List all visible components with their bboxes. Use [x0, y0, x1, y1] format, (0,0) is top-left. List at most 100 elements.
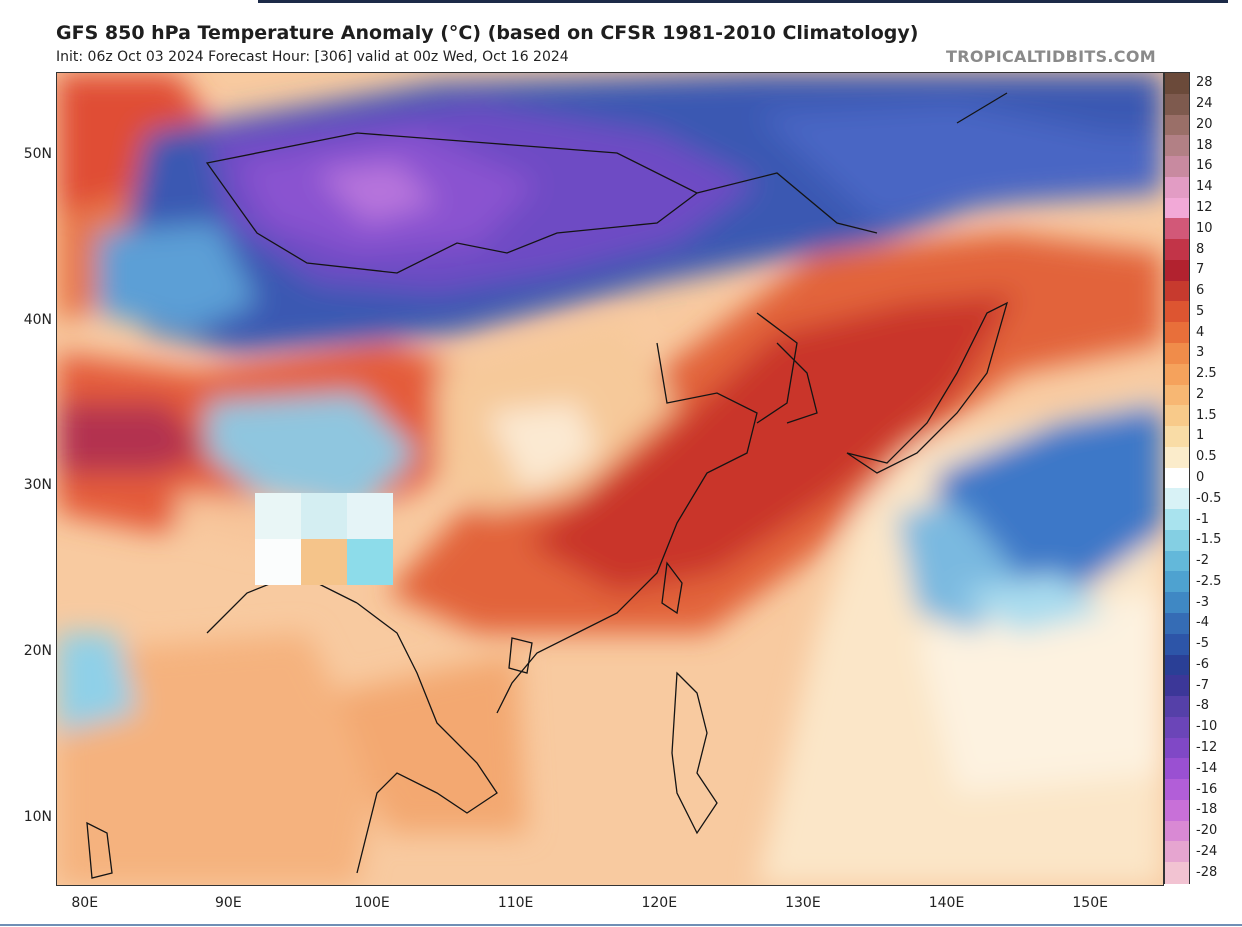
lat-label: 40N [23, 311, 52, 328]
colorbar-label: 4 [1196, 324, 1205, 340]
colorbar-segment [1165, 633, 1189, 656]
lon-label: 130E [785, 895, 821, 911]
lat-label: 50N [23, 145, 52, 162]
top-bar [258, 0, 1228, 3]
lon-label: 100E [354, 895, 390, 911]
colorbar-label: 0.5 [1196, 449, 1217, 465]
colorbar-label: 20 [1196, 116, 1213, 132]
colorbar-segment [1165, 280, 1189, 303]
colorbar-segment [1165, 737, 1189, 759]
colorbar-segment [1165, 613, 1189, 635]
colorbar-label: -4 [1196, 615, 1209, 631]
colorbar-segment [1165, 675, 1189, 697]
colorbar-label: 14 [1196, 179, 1213, 195]
lat-label: 30N [23, 477, 52, 494]
lon-label: 80E [71, 895, 99, 911]
colorbar-segment [1165, 758, 1189, 780]
colorbar-label: -5 [1196, 636, 1209, 652]
colorbar-label: -2.5 [1196, 573, 1222, 589]
brand-watermark: TROPICALTIDBITS.COM [946, 47, 1156, 66]
pixelated-overlay [255, 493, 393, 585]
colorbar-segment [1165, 799, 1189, 822]
colorbar-segment [1165, 93, 1189, 116]
colorbar [1164, 72, 1190, 884]
colorbar-label: -14 [1196, 760, 1218, 776]
colorbar-segment [1165, 73, 1189, 95]
colorbar-segment [1165, 176, 1189, 199]
colorbar-label: 2.5 [1196, 366, 1217, 382]
colorbar-segment [1165, 135, 1189, 157]
colorbar-segment [1165, 114, 1189, 136]
colorbar-label: -6 [1196, 656, 1209, 672]
colorbar-segment [1165, 301, 1189, 323]
lat-label: 10N [23, 808, 52, 825]
colorbar-segment [1165, 509, 1189, 531]
colorbar-segment [1165, 446, 1189, 469]
colorbar-segment [1165, 239, 1189, 261]
colorbar-label: -16 [1196, 781, 1218, 797]
colorbar-label: 24 [1196, 96, 1213, 112]
bottom-rule [0, 924, 1242, 926]
colorbar-label: -28 [1196, 864, 1218, 880]
colorbar-segment [1165, 343, 1189, 365]
colorbar-label: 16 [1196, 158, 1213, 174]
anomaly-map [56, 72, 1164, 886]
colorbar-label: 3 [1196, 345, 1205, 361]
colorbar-segment [1165, 550, 1189, 573]
colorbar-label: 0 [1196, 470, 1205, 485]
colorbar-segment [1165, 197, 1189, 219]
colorbar-label: 1.5 [1196, 407, 1217, 423]
colorbar-segment [1165, 779, 1189, 801]
colorbar-label: -1 [1196, 511, 1209, 527]
colorbar-label: -20 [1196, 823, 1218, 839]
colorbar-segment [1165, 426, 1189, 448]
colorbar-segment [1165, 259, 1189, 282]
colorbar-label: 6 [1196, 283, 1205, 299]
colorbar-segment [1165, 571, 1189, 593]
colorbar-label: -1.5 [1196, 532, 1222, 548]
colorbar-label: -24 [1196, 843, 1218, 859]
colorbar-segment [1165, 218, 1189, 240]
colorbar-label: 5 [1196, 303, 1205, 319]
lon-label: 140E [928, 895, 965, 911]
colorbar-segment [1165, 322, 1189, 344]
colorbar-segment [1165, 820, 1189, 843]
colorbar-label: -2 [1196, 553, 1209, 569]
colorbar-label: 12 [1196, 200, 1213, 215]
colorbar-label: -0.5 [1196, 490, 1222, 506]
lat-label: 20N [23, 643, 52, 659]
colorbar-segment [1165, 716, 1189, 739]
colorbar-segment [1165, 156, 1189, 178]
colorbar-segment [1165, 488, 1189, 510]
colorbar-segment [1165, 841, 1189, 863]
colorbar-segment [1165, 405, 1189, 427]
colorbar-label: -12 [1196, 740, 1218, 755]
colorbar-segment [1165, 862, 1189, 884]
colorbar-label: -10 [1196, 719, 1218, 735]
lon-label: 110E [497, 895, 534, 911]
colorbar-label: 18 [1196, 137, 1213, 153]
colorbar-label: 8 [1196, 241, 1205, 257]
colorbar-label: 1 [1196, 428, 1205, 444]
anomaly-field [57, 73, 1163, 885]
colorbar-segment [1165, 696, 1189, 718]
colorbar-segment [1165, 654, 1189, 676]
colorbar-label: -8 [1196, 698, 1209, 714]
colorbar-label: -18 [1196, 802, 1218, 818]
colorbar-segment [1165, 384, 1189, 406]
colorbar-segment [1165, 529, 1189, 552]
lon-label: 90E [215, 895, 242, 911]
colorbar-segment [1165, 363, 1189, 386]
colorbar-segment [1165, 467, 1189, 489]
colorbar-segment [1165, 592, 1189, 614]
colorbar-label: 28 [1196, 75, 1213, 91]
lon-label: 150E [1072, 895, 1108, 911]
map-subtitle: Init: 06z Oct 03 2024 Forecast Hour: [30… [56, 49, 569, 65]
colorbar-label: 10 [1196, 220, 1213, 236]
colorbar-label: -3 [1196, 594, 1209, 610]
lon-label: 120E [641, 895, 678, 911]
colorbar-label: -7 [1196, 677, 1209, 693]
map-title: GFS 850 hPa Temperature Anomaly (°C) (ba… [56, 22, 919, 44]
colorbar-label: 7 [1196, 262, 1205, 278]
colorbar-label: 2 [1196, 386, 1205, 402]
